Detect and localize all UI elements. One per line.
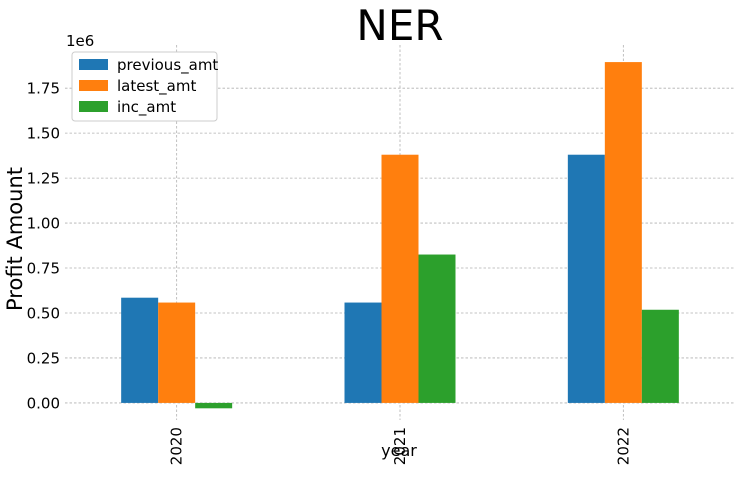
x-tick-label: 2020 — [168, 427, 186, 465]
legend-label: previous_amt — [117, 56, 218, 75]
y-tick-label: 0.75 — [27, 260, 60, 278]
y-tick-label: 1.00 — [27, 215, 60, 233]
y-tick-label: 1.50 — [27, 125, 60, 143]
legend-swatch-latest_amt — [79, 80, 108, 91]
y-axis-ticks: 0.00 0.25 0.50 0.75 1.00 1.25 1.50 1.75 — [27, 80, 60, 413]
legend: previous_amt latest_amt inc_amt — [71, 51, 218, 122]
y-tick-label: 1.25 — [27, 170, 60, 188]
legend-swatch-inc_amt — [79, 101, 108, 112]
x-tick-label: 2021 — [391, 427, 409, 465]
bar-latest_amt-2022 — [604, 62, 642, 403]
y-tick-label: 0.25 — [27, 349, 60, 367]
y-tick-label: 0.00 — [27, 394, 60, 412]
y-tick-label: 0.50 — [27, 304, 60, 322]
bar-latest_amt-2020 — [158, 302, 196, 403]
legend-frame — [71, 51, 218, 122]
legend-label: inc_amt — [117, 98, 176, 117]
y-tick-label: 1.75 — [27, 80, 60, 98]
bar-inc_amt-2020 — [195, 402, 233, 409]
x-axis-ticks: 2020 2021 2022 — [168, 427, 633, 465]
chart-title: NER — [356, 1, 443, 50]
bar-inc_amt-2022 — [641, 309, 679, 403]
bars — [121, 62, 679, 409]
bar-inc_amt-2021 — [418, 254, 456, 403]
y-axis-label: Profit Amount — [3, 167, 27, 311]
bar-previous_amt-2020 — [121, 297, 159, 403]
bar-latest_amt-2021 — [381, 154, 419, 403]
x-tick-label: 2022 — [614, 427, 632, 465]
bar-previous_amt-2022 — [567, 154, 605, 403]
legend-swatch-previous_amt — [79, 59, 108, 70]
x-axis-label: year — [381, 441, 417, 460]
bar-previous_amt-2021 — [344, 302, 382, 403]
y-axis-offset-label: 1e6 — [66, 32, 94, 50]
legend-label: latest_amt — [117, 77, 196, 96]
